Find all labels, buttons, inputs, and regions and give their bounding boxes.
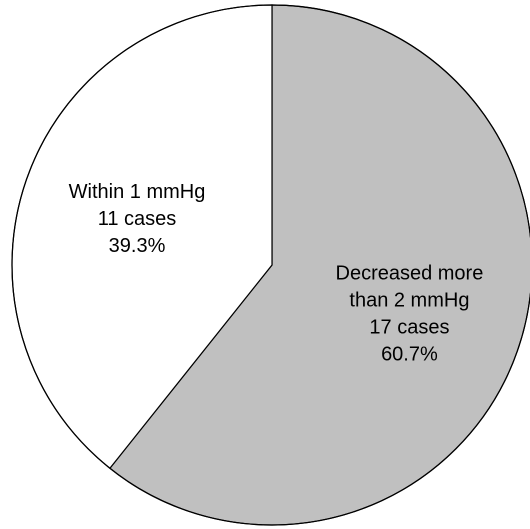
slice-label-line: Decreased more: [336, 263, 484, 285]
slice-labels: Decreased more than 2 mmHg 17 cases 60.7% Wi…: [69, 181, 484, 366]
slice-label-1: Within 1 mmHg 11 cases 39.3%: [69, 181, 206, 257]
slice-label-line: 60.7%: [381, 344, 438, 366]
slice-label-line: 11 cases: [98, 208, 177, 230]
slice-label-line: 39.3%: [109, 235, 166, 257]
slice-label-line: than 2 mmHg: [349, 290, 469, 312]
pie-outline: [11, 4, 530, 526]
slice-label-line: 17 cases: [369, 317, 449, 339]
slice-label-0: Decreased more than 2 mmHg 17 cases 60.7%: [336, 263, 484, 366]
slice-label-line: Within 1 mmHg: [69, 181, 206, 203]
